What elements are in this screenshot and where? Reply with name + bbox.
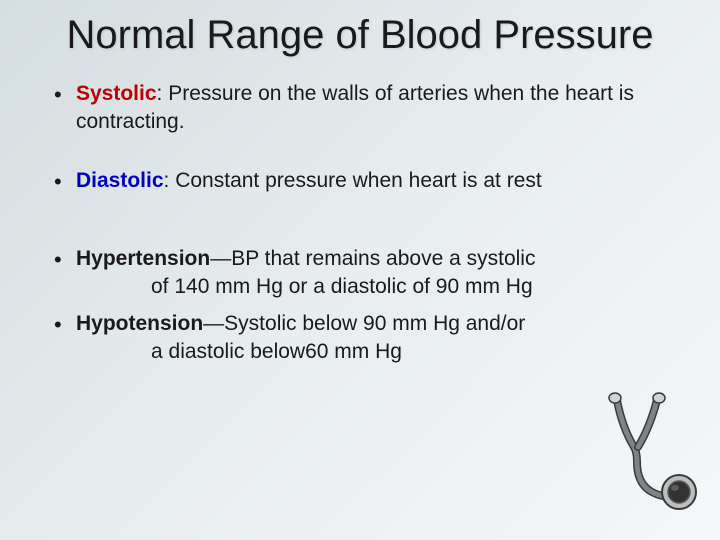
- term-diastolic: Diastolic: [76, 169, 164, 192]
- bullet-list-conditions: Hypertension—BP that remains above a sys…: [40, 245, 680, 366]
- definition-text: BP that remains above a systolic: [231, 247, 535, 270]
- list-item: Hypertension—BP that remains above a sys…: [50, 245, 680, 302]
- term-systolic: Systolic: [76, 82, 157, 105]
- list-item: Diastolic: Constant pressure when heart …: [50, 167, 680, 195]
- definition-text: Systolic below 90 mm Hg and/or: [224, 312, 525, 335]
- separator: —: [210, 247, 231, 270]
- term-hypotension: Hypotension: [76, 312, 203, 335]
- slide: Normal Range of Blood Pressure Systolic:…: [0, 0, 720, 540]
- definition-text: Constant pressure when heart is at rest: [169, 169, 541, 192]
- list-item: Systolic: Pressure on the walls of arter…: [50, 80, 680, 137]
- definition-continuation: a diastolic below60 mm Hg: [76, 338, 680, 366]
- term-hypertension: Hypertension: [76, 247, 210, 270]
- definition-continuation: of 140 mm Hg or a diastolic of 90 mm Hg: [76, 273, 680, 301]
- separator: —: [203, 312, 224, 335]
- stethoscope-icon: [582, 392, 702, 522]
- page-title: Normal Range of Blood Pressure: [40, 12, 680, 58]
- list-item: Hypotension—Systolic below 90 mm Hg and/…: [50, 310, 680, 367]
- bullet-list-definitions: Systolic: Pressure on the walls of arter…: [40, 80, 680, 195]
